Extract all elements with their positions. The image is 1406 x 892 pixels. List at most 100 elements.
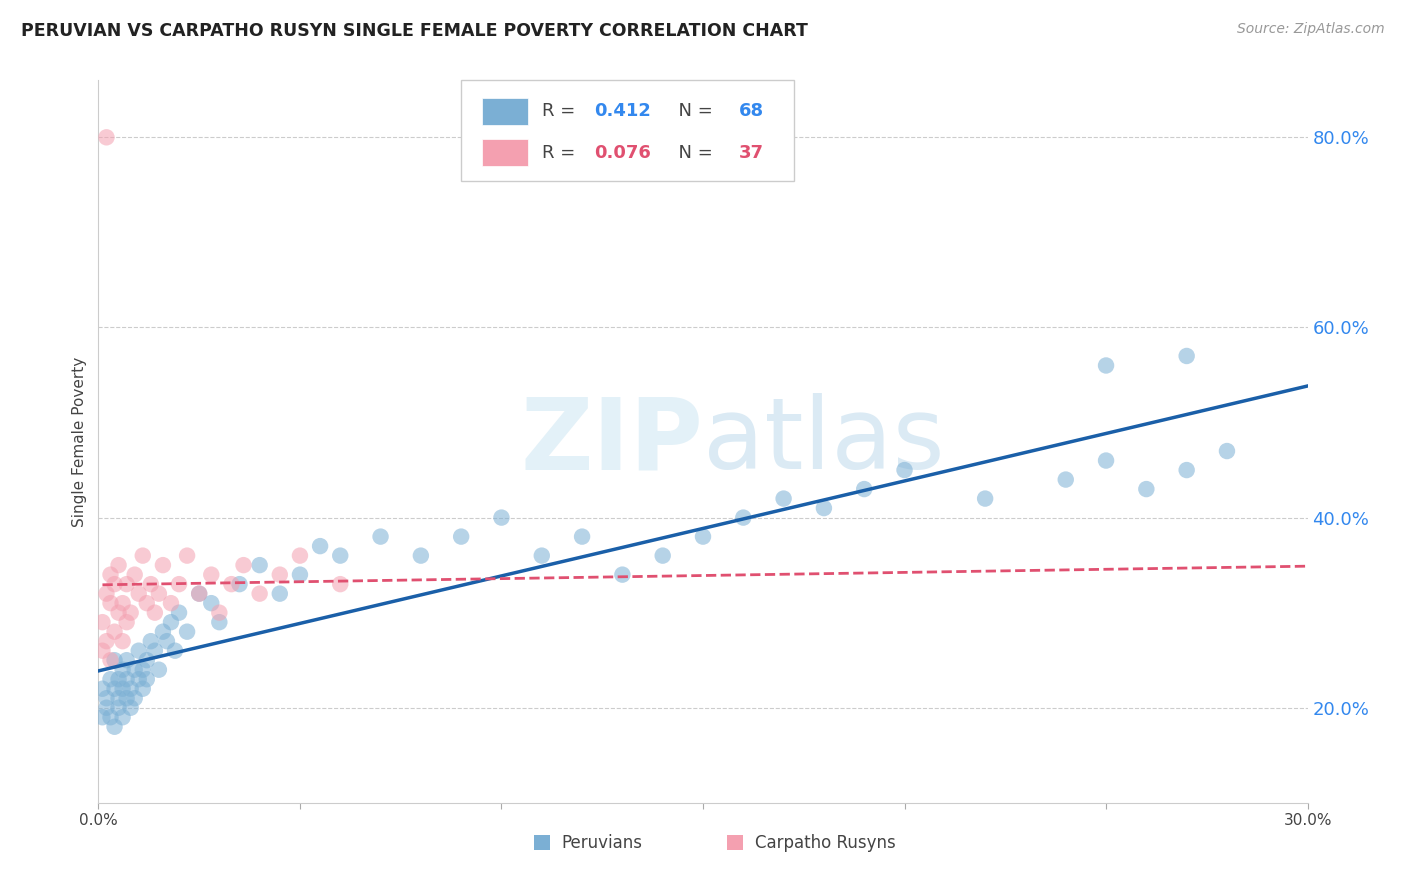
Text: PERUVIAN VS CARPATHO RUSYN SINGLE FEMALE POVERTY CORRELATION CHART: PERUVIAN VS CARPATHO RUSYN SINGLE FEMALE… [21,22,808,40]
Point [111,681,134,696]
Point [692,530,714,544]
Point [120,606,142,620]
Point [309,539,332,553]
Point [103,653,125,667]
Point [120,681,142,696]
Point [115,577,138,591]
Point [167,606,190,620]
Point [100,596,122,610]
Point [111,710,134,724]
Point [163,643,186,657]
Point [152,624,174,639]
Point [232,558,254,573]
Point [1175,349,1198,363]
Point [135,596,157,610]
Text: Peruvians: Peruvians [562,833,643,852]
Bar [534,835,550,850]
Point [120,700,142,714]
Point [974,491,997,506]
Point [107,558,129,573]
Point [139,577,162,591]
Point [111,634,134,648]
Text: N =: N = [666,144,718,161]
Point [115,615,138,630]
Point [143,643,166,657]
Point [160,596,183,610]
Point [156,634,179,648]
Text: R =: R = [543,144,581,161]
Point [135,653,157,667]
Point [733,510,755,524]
Point [200,596,222,610]
Point [103,720,125,734]
Point [91,710,114,724]
Text: 0.412: 0.412 [595,103,651,120]
Point [188,587,211,601]
Point [208,615,231,630]
Text: Carpatho Rusyns: Carpatho Rusyns [755,833,896,852]
Text: 0.076: 0.076 [595,144,651,161]
Bar [482,139,527,166]
Point [100,672,122,686]
Point [107,700,129,714]
Bar [482,97,527,125]
Point [96,634,118,648]
Point [269,567,291,582]
Point [409,549,432,563]
Point [135,672,157,686]
Point [152,558,174,573]
Point [96,691,118,706]
Point [288,567,311,582]
Point [124,691,146,706]
Point [100,710,122,724]
Point [132,681,155,696]
Point [91,615,114,630]
Point [530,549,553,563]
Point [571,530,593,544]
Text: 37: 37 [740,144,765,161]
Point [772,491,794,506]
Point [228,577,250,591]
Point [651,549,673,563]
Point [96,700,118,714]
Point [103,681,125,696]
Point [612,567,634,582]
Point [111,663,134,677]
Point [128,643,150,657]
Point [1175,463,1198,477]
Point [148,663,170,677]
Point [96,130,118,145]
Point [132,663,155,677]
Point [107,672,129,686]
Point [1054,473,1077,487]
Point [107,606,129,620]
Point [249,558,271,573]
Point [143,606,166,620]
Point [1135,482,1157,496]
Point [1095,453,1118,467]
Point [450,530,472,544]
Point [176,624,198,639]
Point [124,567,146,582]
Text: ZIP: ZIP [520,393,703,490]
Point [1216,444,1239,458]
Point [148,587,170,601]
Point [111,596,134,610]
Point [188,587,211,601]
Point [249,587,271,601]
Point [893,463,915,477]
Point [221,577,243,591]
Text: N =: N = [666,103,718,120]
Point [1095,359,1118,373]
Point [160,615,183,630]
Point [288,549,311,563]
Point [491,510,513,524]
Point [269,587,291,601]
Text: 68: 68 [740,103,765,120]
Point [128,672,150,686]
Point [124,663,146,677]
Point [96,587,118,601]
Y-axis label: Single Female Poverty: Single Female Poverty [72,357,87,526]
Point [813,501,835,516]
Point [132,549,155,563]
